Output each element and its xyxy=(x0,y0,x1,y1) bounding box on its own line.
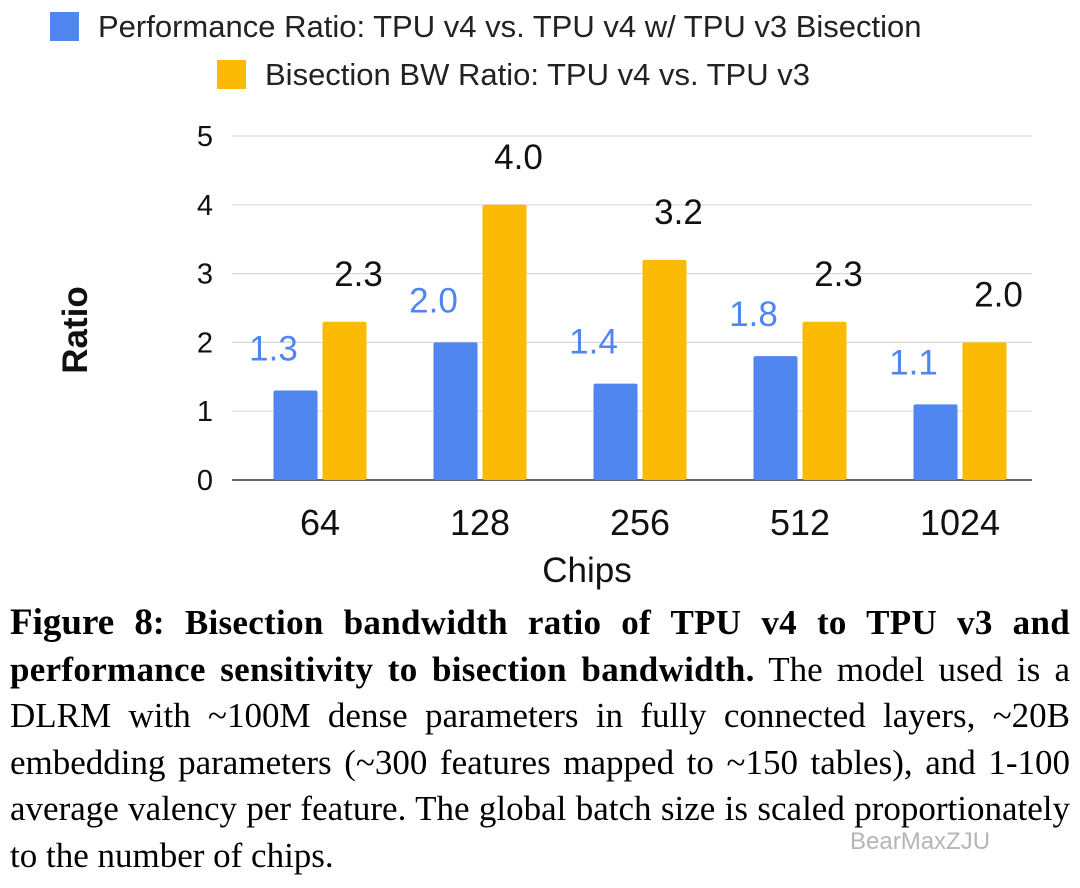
caption-bold-text: Bisection bandwidth ratio of TPU v4 to T… xyxy=(10,603,1070,689)
x-tick-label: 256 xyxy=(610,502,670,543)
bar-performance-256 xyxy=(593,383,638,480)
bar-bisection-512 xyxy=(802,321,847,480)
y-axis-title: Ratio xyxy=(56,286,95,374)
bar-bisection-1024 xyxy=(962,342,1007,480)
legend-swatch-bisection xyxy=(217,60,246,89)
y-tick-label: 1 xyxy=(197,396,213,428)
data-label-performance-256: 1.4 xyxy=(569,323,618,362)
x-tick-label: 64 xyxy=(300,502,340,543)
y-tick-label: 3 xyxy=(197,259,213,291)
data-label-performance-1024: 1.1 xyxy=(889,343,938,382)
bars xyxy=(273,204,1007,481)
figure-caption: Figure 8: Bisection bandwidth ratio of T… xyxy=(10,600,1070,879)
y-tick-label: 4 xyxy=(197,190,213,222)
x-axis-title: Chips xyxy=(542,551,631,590)
data-label-performance-64: 1.3 xyxy=(249,330,298,369)
caption-body-text: The model used is a DLRM with ~100M dens… xyxy=(10,649,1070,875)
watermark: BearMaxZJU xyxy=(850,828,991,855)
data-label-bisection-128: 4.0 xyxy=(494,138,543,177)
bar-bisection-128 xyxy=(482,204,527,481)
bar-bisection-256 xyxy=(642,259,687,480)
legend-swatch-performance xyxy=(50,12,79,41)
figure-label: Figure 8 xyxy=(10,602,153,643)
bar-performance-512 xyxy=(753,356,798,480)
data-label-bisection-1024: 2.0 xyxy=(974,275,1023,314)
legend-label-bisection: Bisection BW Ratio: TPU v4 vs. TPU v3 xyxy=(265,57,810,92)
legend-label-performance: Performance Ratio: TPU v4 vs. TPU v4 w/ … xyxy=(98,9,922,44)
x-tick-label: 1024 xyxy=(920,502,1000,543)
bar-chart: Performance Ratio: TPU v4 vs. TPU v4 w/ … xyxy=(50,9,1032,590)
data-label-bisection-512: 2.3 xyxy=(814,255,863,294)
bar-bisection-64 xyxy=(322,321,367,480)
data-label-performance-512: 1.8 xyxy=(729,295,778,334)
bar-performance-64 xyxy=(273,390,318,480)
data-label-bisection-256: 3.2 xyxy=(654,193,703,232)
bar-performance-1024 xyxy=(913,404,958,480)
legend: Performance Ratio: TPU v4 vs. TPU v4 w/ … xyxy=(50,9,922,92)
y-tick-label: 2 xyxy=(197,327,213,359)
y-tick-label: 0 xyxy=(197,465,213,497)
bar-performance-128 xyxy=(433,342,478,480)
x-tick-label: 128 xyxy=(450,502,510,543)
x-tick-label: 512 xyxy=(770,502,830,543)
x-tick-labels: 64 128 256 512 1024 xyxy=(300,502,1000,543)
caption-colon: : xyxy=(152,603,165,642)
data-labels: 1.3 2.3 2.0 4.0 1.4 3.2 1.8 2.3 1.1 2.0 xyxy=(249,138,1023,383)
y-tick-labels: 0 1 2 3 4 5 xyxy=(197,121,213,497)
y-tick-label: 5 xyxy=(197,121,213,153)
data-label-performance-128: 2.0 xyxy=(409,281,458,320)
data-label-bisection-64: 2.3 xyxy=(334,255,383,294)
